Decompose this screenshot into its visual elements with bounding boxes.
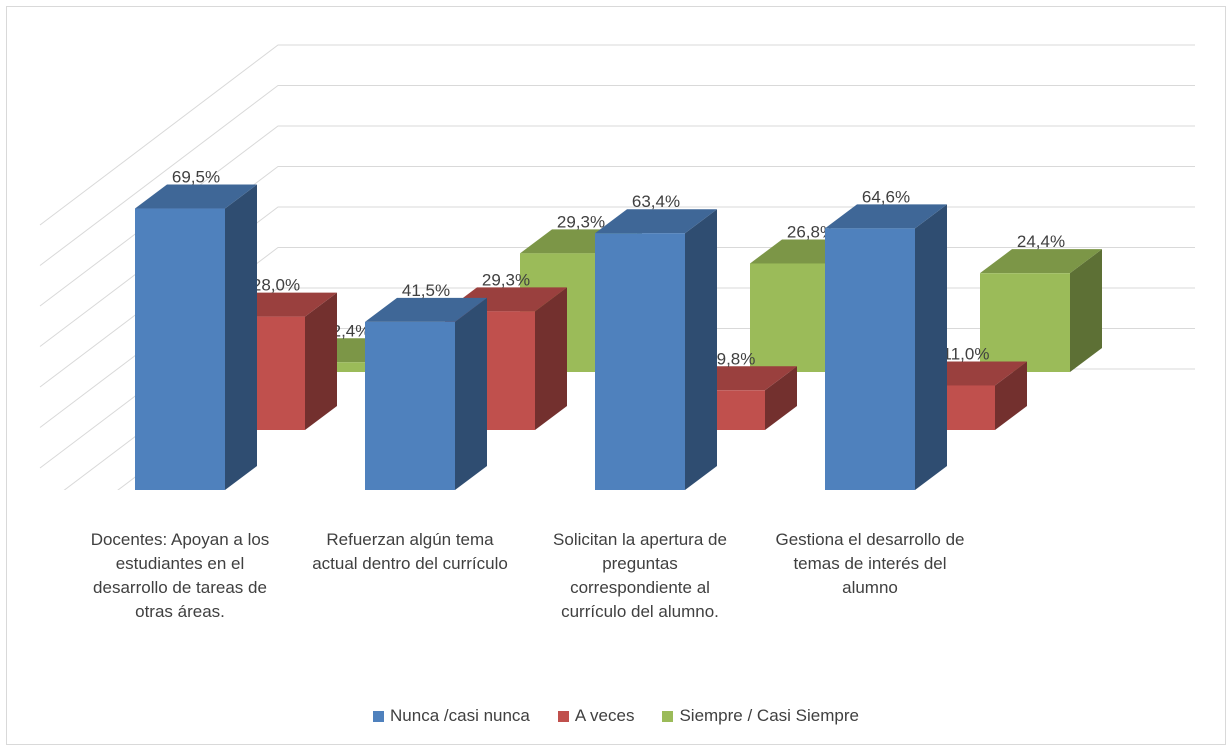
bar-side (995, 361, 1027, 430)
bar-top (825, 204, 947, 229)
grid-line (39, 125, 1195, 307)
legend-label: A veces (574, 706, 635, 725)
legend-label: Siempre / Casi Siempre (679, 706, 859, 725)
bar-top (135, 184, 257, 209)
data-label: 29,3% (557, 212, 605, 231)
legend-swatch (557, 710, 569, 722)
legend-item: Nunca /casi nunca (373, 706, 530, 726)
bar (595, 209, 717, 491)
bar-side (915, 204, 947, 490)
x-tick-label: Docentes: Apoyan a los estudiantes en el… (90, 530, 270, 621)
data-label: 2,4% (332, 321, 371, 340)
bar-top (365, 297, 487, 322)
bar-side (455, 297, 487, 490)
bar-front (980, 273, 1070, 372)
data-label: 63,4% (632, 192, 680, 211)
bar (365, 297, 487, 490)
bar-front (365, 321, 455, 490)
x-tick-label: Refuerzan algún tema actual dentro del c… (312, 530, 508, 573)
grid-line (39, 85, 1195, 266)
x-tick-label: Gestiona el desarrollo de temas de inter… (775, 530, 965, 597)
data-label: 9,8% (717, 349, 756, 368)
legend-label: Nunca /casi nunca (390, 706, 530, 725)
bar-side (225, 184, 257, 490)
bar-side (305, 292, 337, 430)
grid-line (39, 166, 1195, 347)
data-label: 29,3% (482, 270, 530, 289)
grid-line (39, 44, 1195, 226)
legend: Nunca /casi nunca A veces Siempre / Casi S… (0, 706, 1232, 727)
bar (825, 204, 947, 490)
data-label: 64,6% (862, 187, 910, 206)
data-label: 26,8% (787, 222, 835, 241)
bar (980, 249, 1102, 372)
data-label: 28,0% (252, 276, 300, 295)
bar-side (765, 366, 797, 430)
bar-front (135, 208, 225, 490)
data-label: 69,5% (172, 168, 220, 187)
bar-side (535, 287, 567, 430)
data-label: 24,4% (1017, 232, 1065, 251)
legend-swatch (373, 710, 385, 722)
bar-front (825, 228, 915, 490)
data-label: 11,0% (943, 344, 990, 363)
legend-item: Siempre / Casi Siempre (662, 706, 859, 726)
bar (135, 184, 257, 490)
bar-top (595, 209, 717, 234)
legend-swatch (662, 710, 674, 722)
data-label: 41,5% (402, 281, 450, 300)
bar-side (685, 209, 717, 491)
chart-border (6, 6, 1226, 745)
x-tick-label: Solicitan la apertura de preguntas corre… (553, 530, 727, 621)
legend-item: A veces (557, 706, 635, 726)
bar-top (980, 249, 1102, 274)
bar-front (595, 233, 685, 491)
bar-side (1070, 249, 1102, 372)
